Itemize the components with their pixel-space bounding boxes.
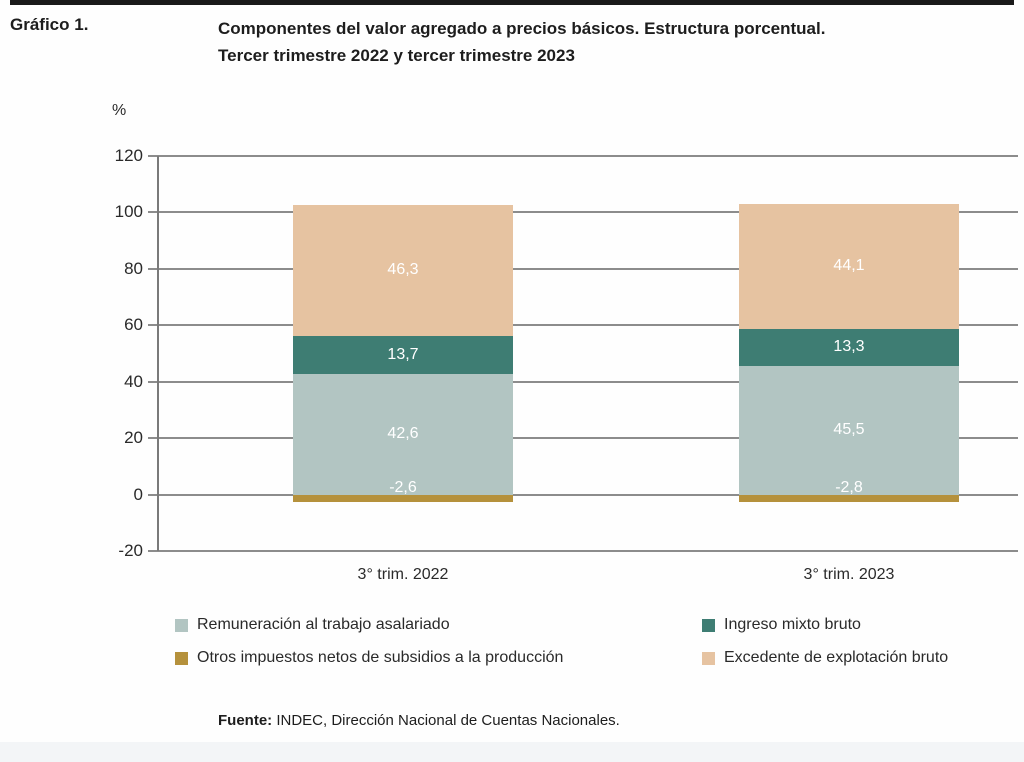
legend-item-ingreso-mixto: Ingreso mixto bruto	[702, 616, 861, 634]
y-axis-tick	[148, 155, 157, 157]
gridline	[157, 550, 1018, 552]
bar-segment	[739, 328, 959, 367]
bar-segment	[293, 335, 513, 375]
bar-value-label: 44,1	[833, 257, 865, 275]
source-line: Fuente: INDEC, Dirección Nacional de Cue…	[218, 712, 620, 729]
y-axis-tick	[148, 267, 157, 270]
legend-label: Ingreso mixto bruto	[724, 616, 861, 633]
y-axis-tick	[148, 437, 157, 440]
legend-swatch-excedente	[702, 651, 715, 665]
bar-value-label: 42,6	[387, 425, 419, 443]
legend-swatch-remuneracion	[175, 618, 188, 632]
y-axis-tick-label: -20	[118, 541, 143, 560]
figure-label: Gráfico 1.	[10, 15, 89, 34]
gridline	[157, 437, 1018, 440]
bar-segment	[293, 374, 513, 495]
y-axis-tick	[148, 380, 157, 383]
gridline	[157, 324, 1018, 327]
legend-swatch-otros-impuestos	[175, 651, 188, 665]
y-axis-tick-label: 20	[124, 428, 143, 448]
y-axis-line	[157, 156, 159, 551]
legend-swatch-ingreso-mixto	[702, 618, 715, 632]
chart-title: Componentes del valor agregado a precios…	[218, 15, 978, 69]
y-axis-tick-label: 100	[114, 202, 143, 222]
y-axis-tick	[148, 324, 157, 327]
y-axis-tick-label: 40	[124, 371, 143, 391]
chart-title-line-1: Componentes del valor agregado a precios…	[218, 19, 826, 38]
top-edge-strip	[10, 0, 1014, 5]
bottom-edge-strip	[0, 742, 1024, 762]
y-axis-tick-label: 80	[124, 258, 143, 278]
legend-label: Remuneración al trabajo asalariado	[197, 616, 450, 633]
legend-label: Otros impuestos netos de subsidios a la …	[197, 649, 564, 666]
bar-value-label: -2,6	[389, 478, 417, 496]
chart-title-line-2: Tercer trimestre 2022 y tercer trimestre…	[218, 46, 575, 65]
bar-value-label: 46,3	[387, 261, 419, 279]
y-axis-tick	[148, 211, 157, 214]
gridline	[157, 267, 1018, 270]
bar-segment	[293, 205, 513, 336]
y-axis-tick-label: 60	[124, 315, 143, 335]
y-axis-tick-label: 120	[114, 146, 143, 165]
source-label: Fuente:	[218, 712, 273, 729]
legend-item-otros-impuestos: Otros impuestos netos de subsidios a la …	[175, 649, 563, 667]
x-axis-label: 3° trim. 2023	[803, 566, 895, 583]
gridline	[157, 380, 1018, 383]
source-text: INDEC, Dirección Nacional de Cuentas Nac…	[272, 712, 620, 729]
x-axis-label: 3° trim. 2022	[357, 566, 449, 583]
gridline	[157, 155, 1018, 157]
bar-segment	[739, 204, 959, 329]
legend-item-remuneracion: Remuneración al trabajo asalariado	[175, 616, 450, 634]
bar-segment	[739, 366, 959, 495]
gridline	[157, 211, 1018, 214]
bar-segment	[293, 494, 513, 502]
y-axis-unit-label: %	[112, 102, 127, 119]
bar-value-label: 13,3	[833, 338, 865, 356]
y-axis-tick-label: 0	[133, 484, 143, 504]
y-axis-tick	[148, 493, 157, 496]
gridline	[157, 493, 1018, 496]
legend-label: Excedente de explotación bruto	[724, 649, 949, 666]
bar-value-label: 45,5	[833, 421, 865, 439]
bar-value-label: 13,7	[387, 346, 419, 364]
bar-value-label: -2,8	[835, 478, 863, 496]
bar-segment	[739, 494, 959, 503]
legend-item-excedente: Excedente de explotación bruto	[702, 649, 948, 667]
y-axis-tick	[148, 550, 157, 552]
